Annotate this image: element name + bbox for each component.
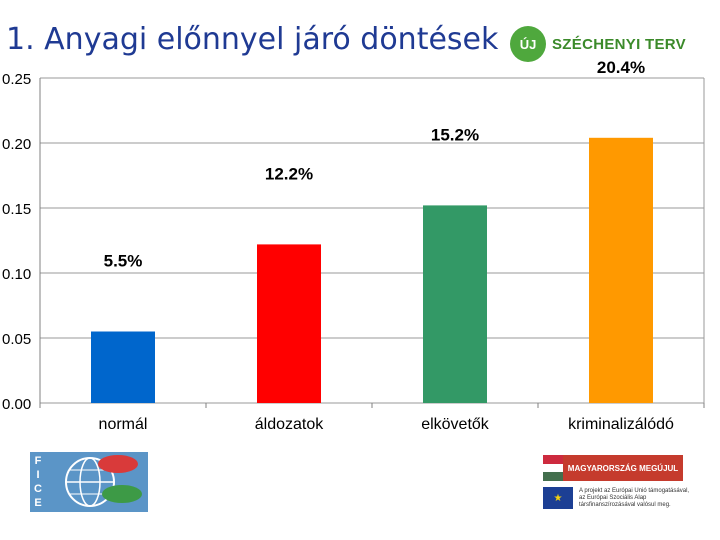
y-tick-label: 0.10 <box>2 266 31 283</box>
eu-support-text: A projekt az Európai Unió támogatásával,… <box>579 487 690 508</box>
fice-letter: I <box>36 469 40 481</box>
bar <box>91 331 155 403</box>
fice-letter: C <box>34 483 42 495</box>
brand-name: SZÉCHENYI TERV <box>552 35 686 53</box>
fice-globe-icon <box>65 455 142 507</box>
bar-chart: 0.00 0.05 0.10 0.15 0.20 0.25 normál 5.5% áldoza… <box>2 60 705 433</box>
fice-letters: F I C E <box>32 454 44 510</box>
data-label: 15.2% <box>431 125 479 144</box>
x-tick-label: elkövetők <box>421 416 490 433</box>
hungarian-flag-icon <box>543 455 563 482</box>
x-tick-label: normál <box>99 416 148 433</box>
uj-badge: ÚJ <box>510 26 546 62</box>
x-tick-label: kriminalizálódó <box>568 416 674 433</box>
x-tick-label: áldozatok <box>255 416 324 433</box>
data-label: 20.4% <box>597 60 645 77</box>
magyarorszag-megujul-logo: MAGYARORSZÁG MEGÚJUL <box>543 455 683 482</box>
bar <box>257 244 321 403</box>
bar <box>423 205 487 403</box>
y-tick-label: 0.00 <box>2 396 31 413</box>
y-tick-label: 0.15 <box>2 201 31 218</box>
eu-flag-icon: ★ <box>543 487 573 509</box>
fice-letter: F <box>34 455 42 467</box>
hungary-banner-text: MAGYARORSZÁG MEGÚJUL <box>563 455 683 481</box>
data-label: 5.5% <box>104 252 143 271</box>
data-label: 12.2% <box>265 164 313 183</box>
y-tick-label: 0.05 <box>2 331 31 348</box>
fice-letter: E <box>34 497 42 509</box>
eu-logo: ★ A projekt az Európai Unió támogatásáva… <box>543 484 698 512</box>
y-tick-label: 0.20 <box>2 136 31 153</box>
bar <box>589 137 653 404</box>
fice-logo: F I C E <box>30 452 148 512</box>
y-tick-label: 0.25 <box>2 71 31 88</box>
szechenyi-terv-logo: ÚJ SZÉCHENYI TERV <box>510 26 686 62</box>
page-title: 1. Anyagi előnnyel járó döntések <box>6 22 499 57</box>
